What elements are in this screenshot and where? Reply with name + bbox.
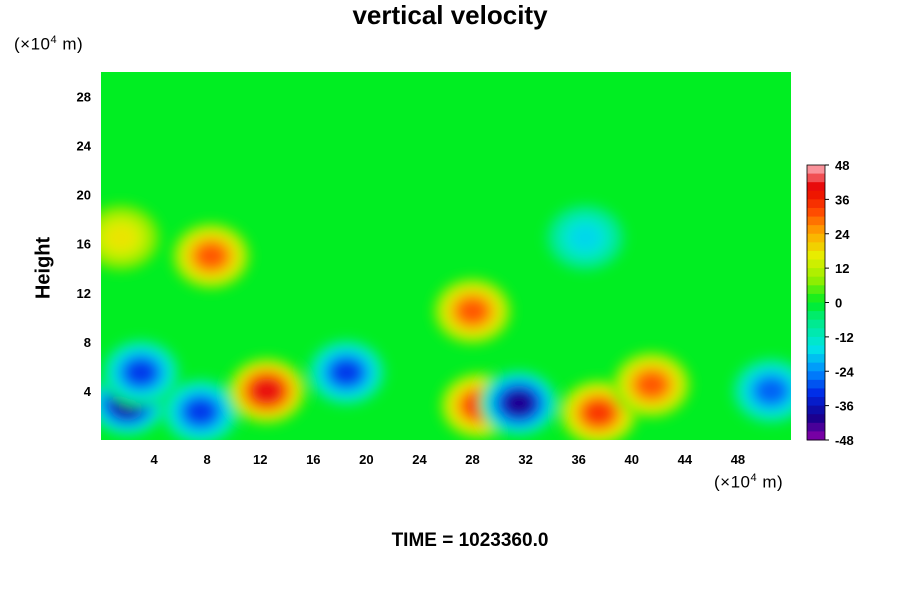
- colorbar-swatch: [807, 173, 825, 183]
- field-feature-6: [478, 369, 559, 438]
- colorbar-swatch: [807, 216, 825, 226]
- colorbar-swatch: [807, 182, 825, 192]
- colorbar-swatch: [807, 250, 825, 261]
- y-tick-label: 24: [77, 139, 92, 154]
- time-label: TIME = 1023360.0: [391, 530, 549, 551]
- x-tick-label: 20: [359, 452, 373, 467]
- colorbar-tick-label: 24: [835, 227, 850, 242]
- contour: [570, 225, 601, 250]
- x-tick-label: 16: [306, 452, 320, 467]
- contour: [196, 243, 227, 269]
- contour: [105, 225, 136, 250]
- colorbar-tick-label: -24: [835, 364, 855, 379]
- colorbar-swatch: [807, 354, 825, 364]
- field-feature-4: [306, 338, 387, 407]
- contour: [331, 360, 362, 385]
- colorbar-tick-label: 12: [835, 261, 849, 276]
- y-tick-label: 8: [84, 335, 91, 350]
- colorbar-tick-label: -12: [835, 330, 854, 345]
- colorbar-swatch: [807, 397, 825, 407]
- colorbar-swatch: [807, 414, 825, 424]
- contour: [125, 360, 156, 385]
- field-feature-8: [611, 350, 692, 419]
- colorbar-swatch: [807, 388, 825, 398]
- colorbar: 48 36 24 12 0 -12 -24 -36 -48: [806, 158, 855, 448]
- colorbar-swatch: [807, 379, 825, 389]
- colorbar-swatch: [807, 371, 825, 381]
- colorbar-swatch: [807, 276, 825, 286]
- contour: [756, 378, 787, 404]
- colorbar-swatch: [807, 293, 825, 303]
- x-tick-label: 24: [412, 452, 427, 467]
- colorbar-tick-label: 36: [835, 192, 849, 207]
- colorbar-swatch: [807, 422, 825, 432]
- contour: [185, 399, 216, 425]
- colorbar-swatch: [807, 199, 825, 209]
- colorbar-tick-label: 48: [835, 158, 849, 173]
- contour: [636, 372, 667, 398]
- x-tick-label: 4: [150, 452, 158, 467]
- y-tick-label: 4: [84, 384, 92, 399]
- x-tick-label: 36: [571, 452, 585, 467]
- colorbar-swatch: [807, 328, 825, 338]
- colorbar-tick-label: -48: [835, 433, 854, 448]
- colorbar-swatch: [807, 242, 825, 252]
- colorbar-swatch: [807, 233, 825, 243]
- y-tick-label: 20: [77, 188, 91, 203]
- field-feature-13: [545, 203, 626, 272]
- colorbar-swatch: [807, 268, 825, 278]
- y-axis-unit: (×104 m): [14, 34, 84, 54]
- field-feature-11: [432, 277, 513, 346]
- colorbar-swatch: [807, 225, 825, 235]
- contour: [583, 400, 614, 426]
- field-feature-9: [731, 356, 791, 425]
- field-feature-2: [160, 377, 241, 440]
- colorbar-tick-label: -36: [835, 399, 854, 414]
- contour: [503, 390, 534, 416]
- y-tick-label: 12: [77, 286, 91, 301]
- x-tick-label: 12: [253, 452, 267, 467]
- colorbar-swatch: [807, 405, 825, 415]
- x-tick-label: 44: [678, 452, 693, 467]
- colorbar-tick-label: 0: [835, 296, 842, 311]
- colorbar-swatch: [807, 345, 825, 355]
- colorbar-swatch: [807, 302, 825, 312]
- field-feature-12: [101, 203, 161, 272]
- y-tick-label: 16: [77, 237, 91, 252]
- colorbar-swatch: [807, 311, 825, 321]
- colorbar-swatch: [807, 207, 825, 218]
- colorbar-swatch: [807, 362, 825, 372]
- colorbar-swatch: [807, 319, 825, 329]
- colorbar-swatch: [807, 190, 825, 200]
- field-feature-10: [171, 222, 252, 290]
- colorbar-swatch: [807, 165, 825, 175]
- y-tick-label: 28: [77, 90, 91, 105]
- colorbar-swatch: [807, 336, 825, 346]
- colorbar-swatch: [807, 431, 825, 441]
- chart-title: vertical velocity: [352, 0, 548, 30]
- contour: [251, 378, 282, 404]
- x-tick-label: 32: [518, 452, 532, 467]
- x-tick-label: 8: [204, 452, 211, 467]
- x-axis-unit: (×104 m): [714, 472, 784, 492]
- x-tick-label: 48: [731, 452, 745, 467]
- colorbar-swatch: [807, 285, 825, 295]
- x-tick-label: 40: [625, 452, 639, 467]
- field-features: [101, 203, 791, 440]
- colorbar-swatch: [807, 259, 825, 269]
- x-tick-label: 28: [465, 452, 479, 467]
- field-feature-1: [101, 338, 181, 407]
- field-feature-3: [226, 356, 307, 425]
- contour: [457, 298, 488, 324]
